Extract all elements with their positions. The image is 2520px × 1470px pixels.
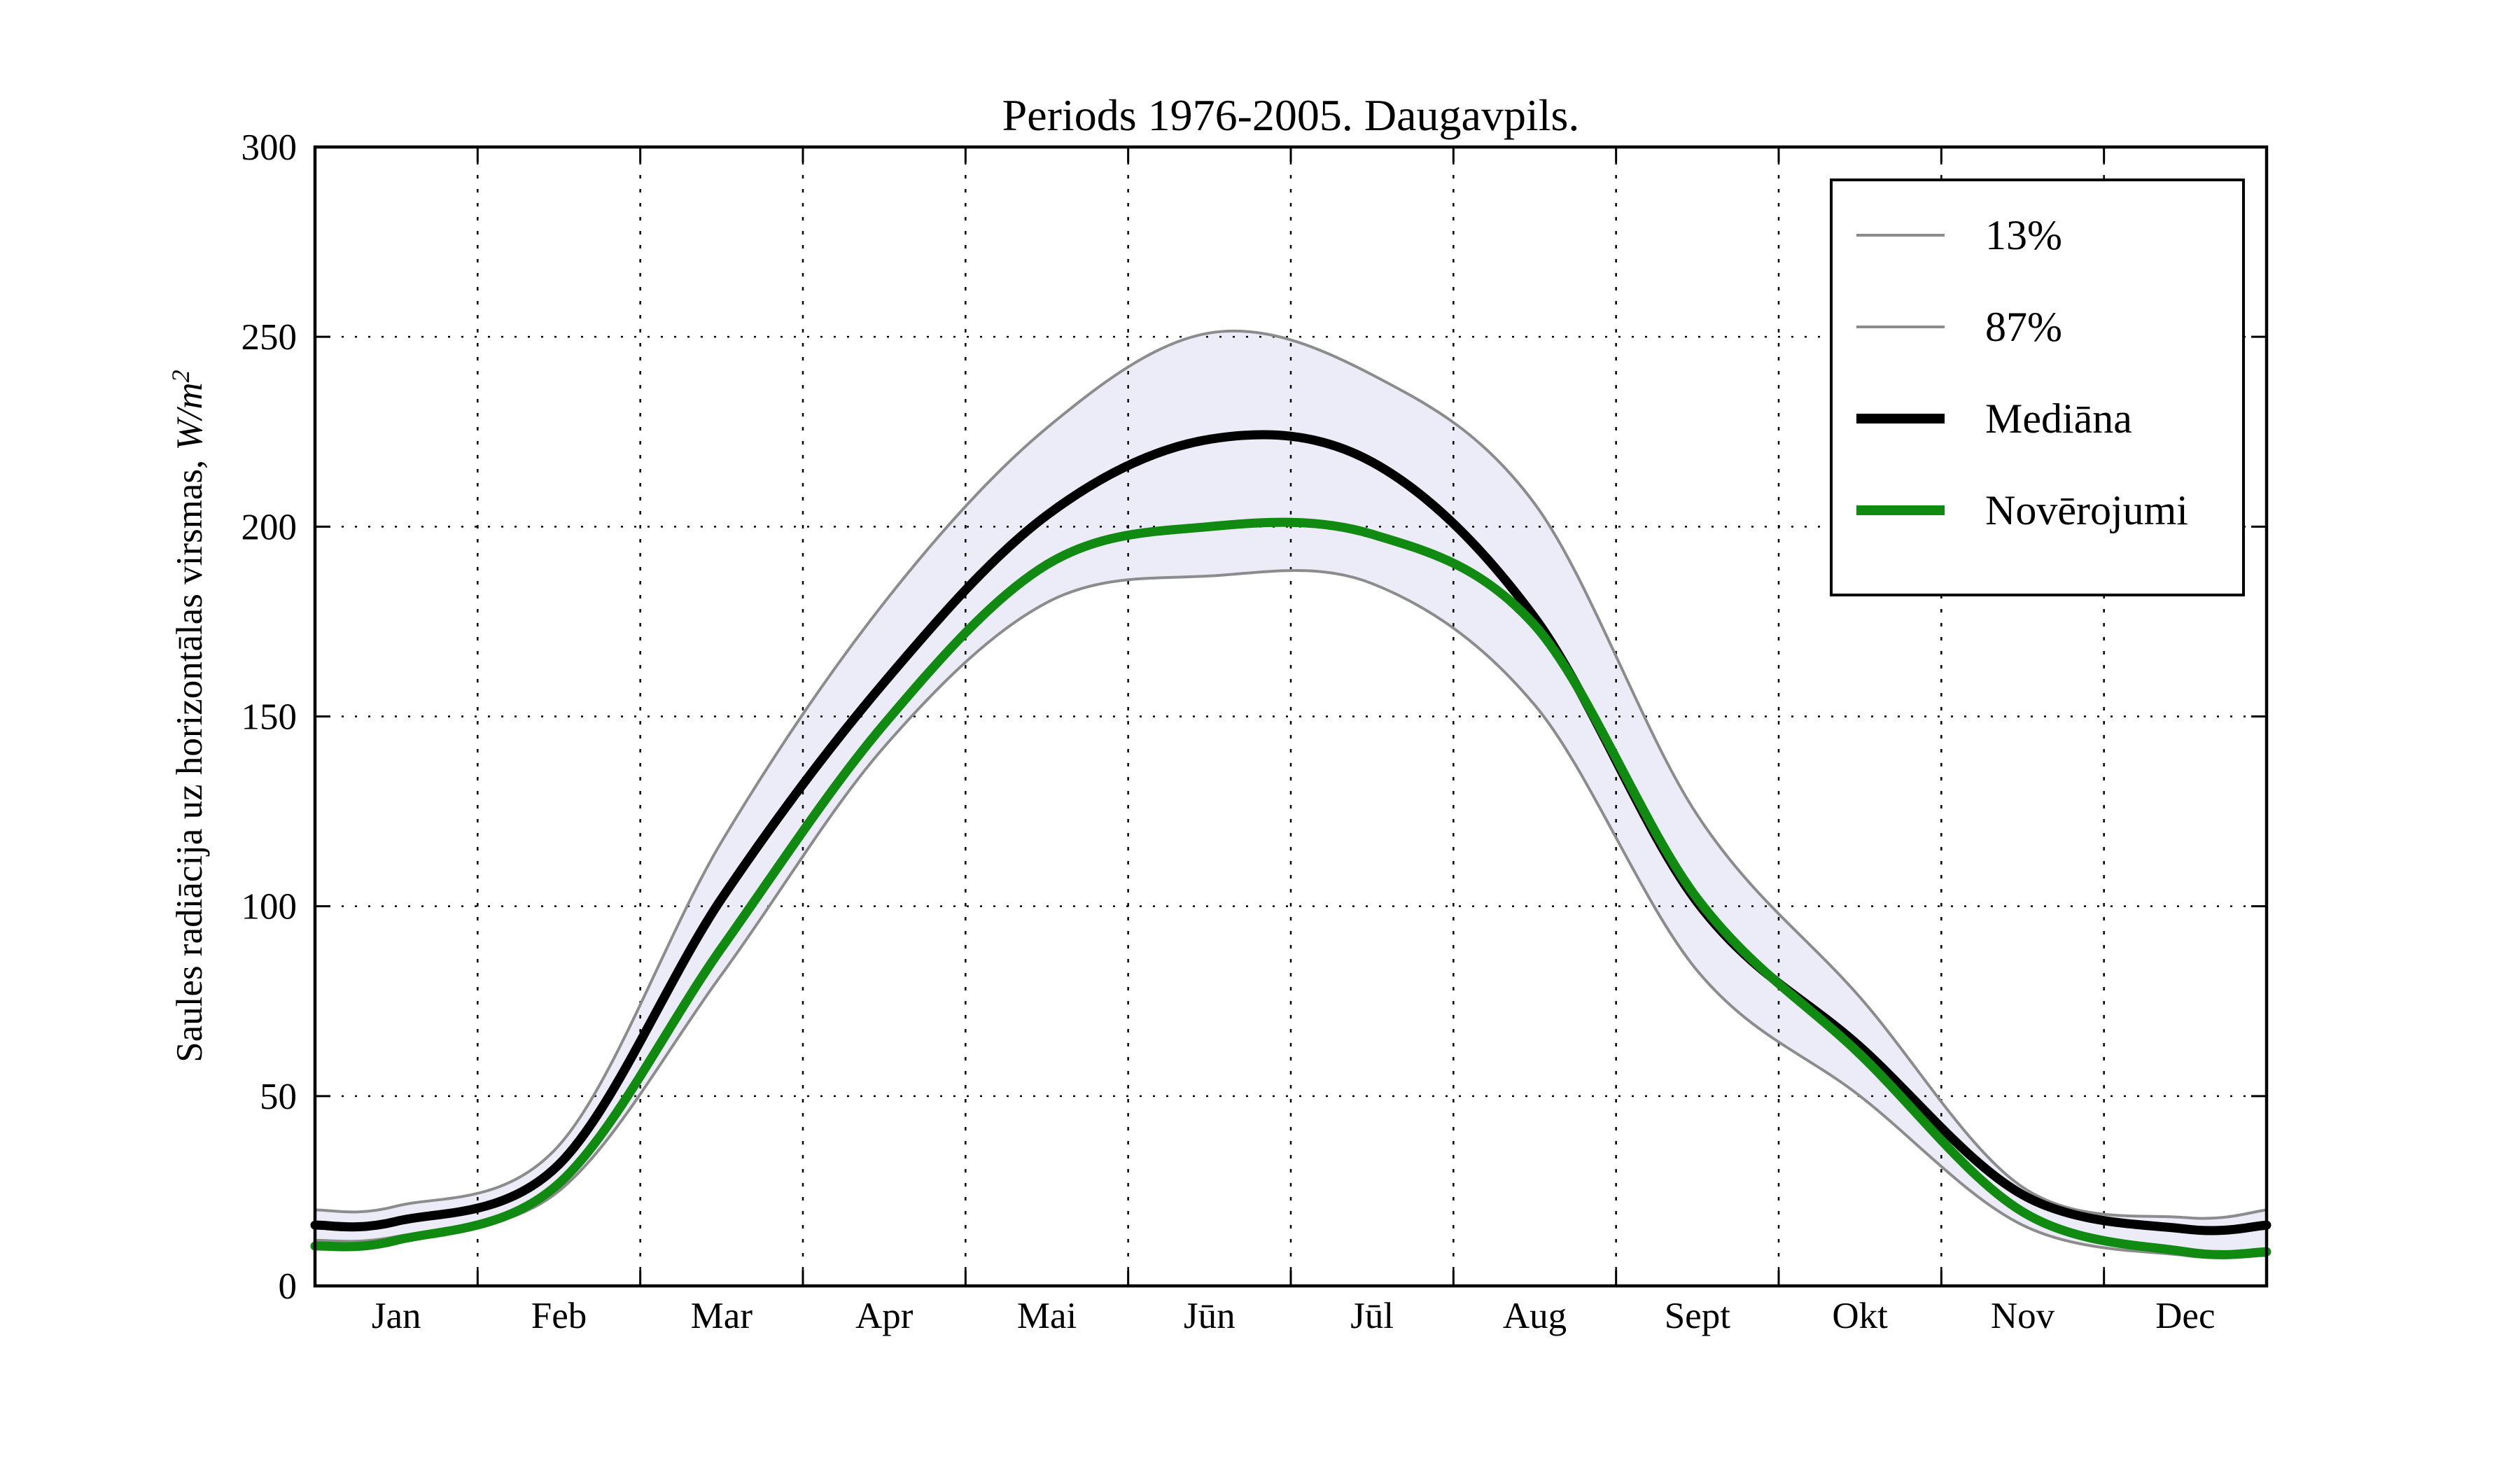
y-tick-label: 0 — [279, 1266, 298, 1307]
tick-label-layer: 0 50 100 150 200 250 300 Jan Feb Mar Apr Mai Jūn Jūl A… — [241, 127, 2216, 1336]
legend-box — [1830, 178, 2245, 596]
legend-item-median: Mediāna — [1856, 396, 2132, 442]
y-tick-label: 200 — [241, 507, 298, 547]
y-tick-label: 100 — [241, 887, 298, 927]
chart-title: Periods 1976-2005. Daugavpils. — [1002, 90, 1580, 140]
x-tick-label: Aug — [1503, 1296, 1567, 1336]
percentile-upper-line — [314, 329, 2268, 1220]
legend: 13% 87% Mediāna Novērojumi — [1830, 178, 2245, 596]
x-tick-label: Jūl — [1350, 1296, 1394, 1336]
x-tick-label: Jan — [372, 1296, 421, 1336]
legend-item-label: 13% — [1985, 212, 2062, 258]
legend-item-observations: Novērojumi — [1856, 487, 2188, 533]
x-tick-label: Mar — [691, 1296, 753, 1336]
legend-item-label: Mediāna — [1985, 396, 2132, 442]
legend-item-label: 87% — [1985, 304, 2062, 350]
observations-line — [310, 517, 2272, 1259]
y-tick-label: 50 — [260, 1077, 297, 1117]
y-tick-label: 300 — [241, 127, 298, 168]
y-tick-label: 250 — [241, 317, 298, 358]
median-line — [310, 430, 2272, 1236]
x-tick-label: Sept — [1665, 1296, 1731, 1336]
x-tick-label: Jūn — [1184, 1296, 1236, 1336]
y-axis-label-text: Saules radiācija uz horizontālas virsmas… — [169, 450, 210, 1062]
x-tick-label: Mai — [1017, 1296, 1077, 1336]
y-axis-label: Saules radiācija uz horizontālas virsmas… — [167, 370, 210, 1062]
percentile-band-layer — [315, 330, 2267, 1258]
legend-item-percentile-lower: 13% — [1856, 212, 2062, 258]
y-tick-label: 150 — [241, 697, 298, 738]
x-tick-label: Nov — [1991, 1296, 2055, 1336]
legend-item-label: Novērojumi — [1985, 487, 2188, 533]
y-axis-label-superscript: 2 — [167, 370, 195, 382]
x-tick-label: Okt — [1832, 1296, 1888, 1336]
legend-item-percentile-upper: 87% — [1856, 304, 2062, 350]
series-layer — [310, 329, 2272, 1259]
y-axis-label-math: W/m — [169, 382, 210, 450]
percentile-lower-line — [314, 569, 2268, 1259]
x-tick-label: Apr — [855, 1296, 913, 1336]
x-tick-label: Feb — [531, 1296, 587, 1336]
x-tick-label: Dec — [2155, 1296, 2215, 1336]
percentile-band — [315, 330, 2267, 1258]
axes-layer — [313, 145, 2269, 1288]
